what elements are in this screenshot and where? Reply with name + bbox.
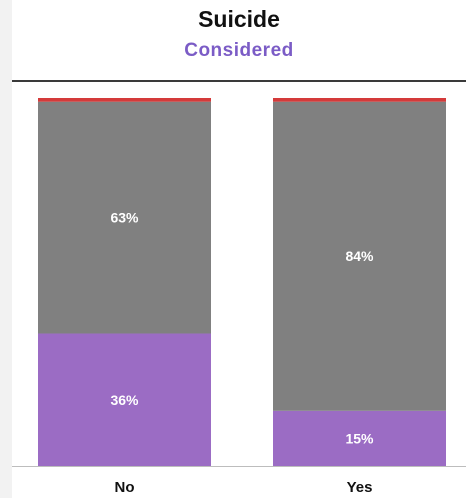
- category-label-yes: Yes: [347, 479, 373, 496]
- chart-header: Suicide Considered: [12, 0, 466, 82]
- data-label-middle-yes: 84%: [345, 248, 374, 264]
- plot-area: 36% 63% No 15% 84% Yes: [12, 82, 466, 498]
- bar-segment-middle-yes: [273, 101, 446, 411]
- bar-segment-bottom-no: [38, 333, 211, 466]
- chart-title: Suicide: [198, 6, 280, 32]
- stacked-bar-chart: 36% 63% No 15% 84% Yes: [12, 98, 466, 496]
- bar-segment-top-yes: [273, 98, 446, 102]
- bar-segment-middle-no: [38, 101, 211, 334]
- chart-subtitle: Considered: [184, 40, 294, 61]
- bar-segment-top-no: [38, 98, 211, 102]
- data-label-bottom-no: 36%: [110, 392, 139, 408]
- bar-segment-bottom-yes: [273, 410, 446, 466]
- data-label-bottom-yes: 15%: [345, 430, 374, 446]
- data-label-middle-no: 63%: [110, 210, 139, 226]
- category-label-no: No: [115, 479, 135, 496]
